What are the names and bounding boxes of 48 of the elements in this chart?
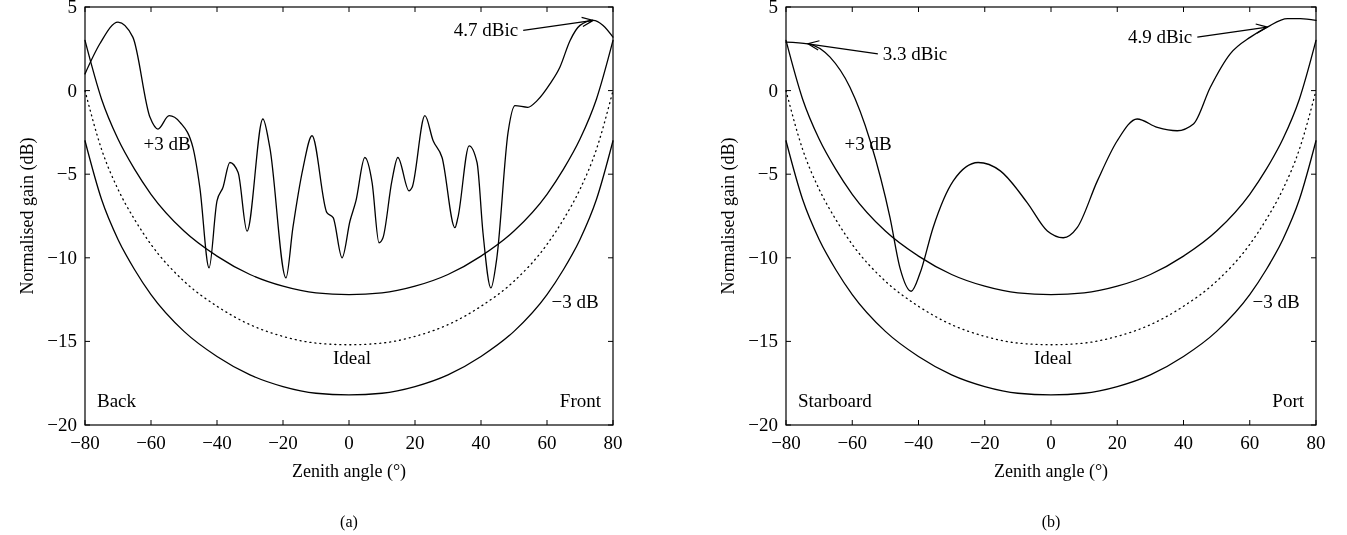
x-tick-label: 0 — [1046, 432, 1056, 453]
text: (b) — [1041, 513, 1061, 531]
x-tick-label: −40 — [903, 432, 934, 453]
series-label: −3 dB — [1252, 291, 1300, 312]
annotation: Back — [97, 390, 137, 411]
y-tick-label: −5 — [56, 163, 77, 185]
x-tick-label: 60 — [537, 432, 557, 453]
series-label: −3 dB — [551, 291, 599, 312]
y-tick-label: −5 — [757, 163, 778, 185]
y-tick-label: 0 — [768, 79, 778, 101]
x-tick-label: 20 — [405, 432, 425, 453]
x-axis-title: Zenith angle (°) — [993, 461, 1109, 482]
y-tick-label: −10 — [748, 246, 778, 268]
x-tick-label: −80 — [771, 432, 801, 453]
x-axis-title: Zenith angle (°) — [291, 461, 407, 482]
x-tick-label: −20 — [268, 432, 298, 453]
x-tick-label: 60 — [1240, 432, 1260, 453]
y-tick-label: −20 — [47, 414, 77, 435]
x-tick-label: 0 — [344, 432, 354, 453]
text: (a) — [340, 513, 358, 531]
x-tick-label: −60 — [837, 432, 868, 453]
x-tick-label: 20 — [1107, 432, 1127, 453]
x-tick-label: 80 — [1306, 432, 1326, 453]
y-tick-label: −10 — [47, 246, 77, 268]
x-tick-label: −60 — [136, 432, 166, 453]
x-tick-label: −40 — [202, 432, 232, 453]
x-tick-label: −20 — [969, 432, 1000, 453]
annotation: Port — [1272, 390, 1305, 411]
x-tick-label: 80 — [603, 432, 623, 453]
y-tick-label: −15 — [748, 330, 778, 352]
series-label: Ideal — [333, 347, 371, 368]
x-tick-label: −80 — [70, 432, 100, 453]
y-tick-label: 5 — [768, 0, 778, 17]
y-tick-label: 5 — [67, 0, 77, 17]
y-axis-title: Normalised gain (dB) — [718, 137, 739, 295]
x-tick-label: 40 — [471, 432, 491, 453]
series-label: +3 dB — [143, 133, 191, 154]
annotation: Front — [559, 390, 602, 411]
annotation: 4.9 dBic — [1127, 26, 1193, 48]
annotation: 4.7 dBic — [453, 19, 519, 41]
x-tick-label: 40 — [1174, 432, 1193, 453]
series-label: Ideal — [1034, 347, 1072, 368]
y-tick-label: −15 — [47, 330, 77, 352]
y-tick-label: −20 — [748, 414, 778, 435]
annotation: 3.3 dBic — [882, 42, 948, 64]
y-tick-label: 0 — [67, 79, 77, 101]
y-axis-title: Normalised gain (dB) — [17, 137, 38, 295]
annotation: Starboard — [798, 390, 873, 411]
